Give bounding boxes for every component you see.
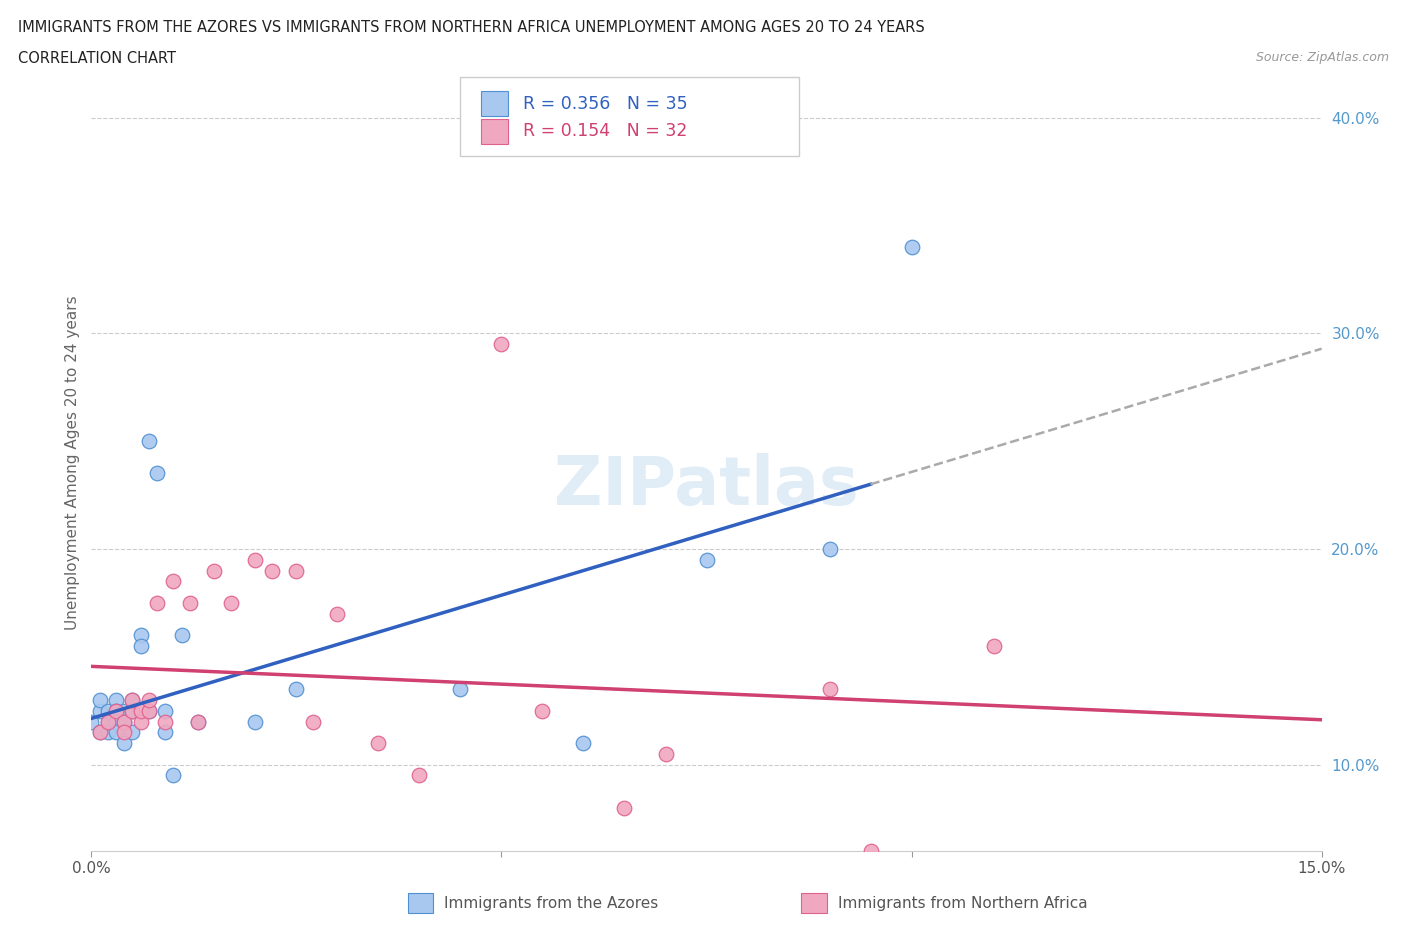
FancyBboxPatch shape — [481, 119, 509, 144]
Point — [129, 639, 152, 654]
Point — [105, 714, 127, 729]
Text: R = 0.356   N = 35: R = 0.356 N = 35 — [523, 95, 688, 113]
Point — [260, 563, 283, 578]
Point — [112, 736, 135, 751]
Point — [179, 595, 201, 610]
Point — [531, 703, 554, 718]
Point — [138, 703, 160, 718]
Point — [112, 724, 135, 739]
Text: Source: ZipAtlas.com: Source: ZipAtlas.com — [1256, 51, 1389, 64]
Point — [105, 693, 127, 708]
Point — [153, 703, 177, 718]
Point — [129, 703, 152, 718]
Point — [80, 714, 103, 729]
Point — [105, 724, 127, 739]
Point — [121, 724, 143, 739]
Point — [654, 747, 676, 762]
Point — [367, 736, 389, 751]
Text: CORRELATION CHART: CORRELATION CHART — [18, 51, 176, 66]
Point — [202, 855, 225, 870]
Text: IMMIGRANTS FROM THE AZORES VS IMMIGRANTS FROM NORTHERN AFRICA UNEMPLOYMENT AMONG: IMMIGRANTS FROM THE AZORES VS IMMIGRANTS… — [18, 20, 925, 35]
Text: Immigrants from Northern Africa: Immigrants from Northern Africa — [838, 897, 1088, 911]
Point — [138, 703, 160, 718]
Point — [112, 714, 135, 729]
Point — [121, 693, 143, 708]
Point — [245, 552, 267, 567]
Point — [146, 595, 169, 610]
Text: R = 0.154   N = 32: R = 0.154 N = 32 — [523, 123, 688, 140]
Point — [695, 552, 717, 567]
Point — [89, 724, 111, 739]
Point — [491, 337, 513, 352]
Point — [408, 768, 430, 783]
Point — [121, 703, 143, 718]
Point — [97, 714, 120, 729]
Point — [285, 563, 308, 578]
Point — [146, 466, 169, 481]
Point — [112, 703, 135, 718]
Point — [219, 595, 242, 610]
Point — [97, 714, 120, 729]
Point — [572, 736, 595, 751]
Point — [162, 768, 184, 783]
FancyBboxPatch shape — [460, 77, 799, 156]
Point — [153, 724, 177, 739]
Point — [202, 563, 225, 578]
Point — [900, 240, 922, 255]
Point — [121, 703, 143, 718]
Point — [187, 714, 209, 729]
FancyBboxPatch shape — [481, 91, 509, 116]
Point — [129, 628, 152, 643]
Point — [613, 801, 636, 816]
Point — [245, 714, 267, 729]
Point — [89, 724, 111, 739]
Point — [138, 433, 160, 448]
Point — [97, 724, 120, 739]
Point — [105, 703, 127, 718]
Point — [818, 682, 841, 697]
Point — [859, 844, 882, 858]
Point — [170, 628, 193, 643]
Point — [449, 682, 471, 697]
Point — [285, 682, 308, 697]
Point — [97, 703, 120, 718]
Point — [89, 703, 111, 718]
Text: Immigrants from the Azores: Immigrants from the Azores — [444, 897, 658, 911]
Point — [105, 703, 127, 718]
Y-axis label: Unemployment Among Ages 20 to 24 years: Unemployment Among Ages 20 to 24 years — [65, 296, 80, 630]
Point — [162, 574, 184, 589]
Point — [301, 714, 323, 729]
Point — [818, 541, 841, 556]
Point — [129, 714, 152, 729]
Text: ZIPatlas: ZIPatlas — [554, 453, 859, 519]
Point — [983, 639, 1005, 654]
Point — [187, 714, 209, 729]
Point — [112, 714, 135, 729]
Point — [89, 693, 111, 708]
Point — [138, 693, 160, 708]
Point — [121, 693, 143, 708]
Point — [153, 714, 177, 729]
Point — [326, 606, 349, 621]
